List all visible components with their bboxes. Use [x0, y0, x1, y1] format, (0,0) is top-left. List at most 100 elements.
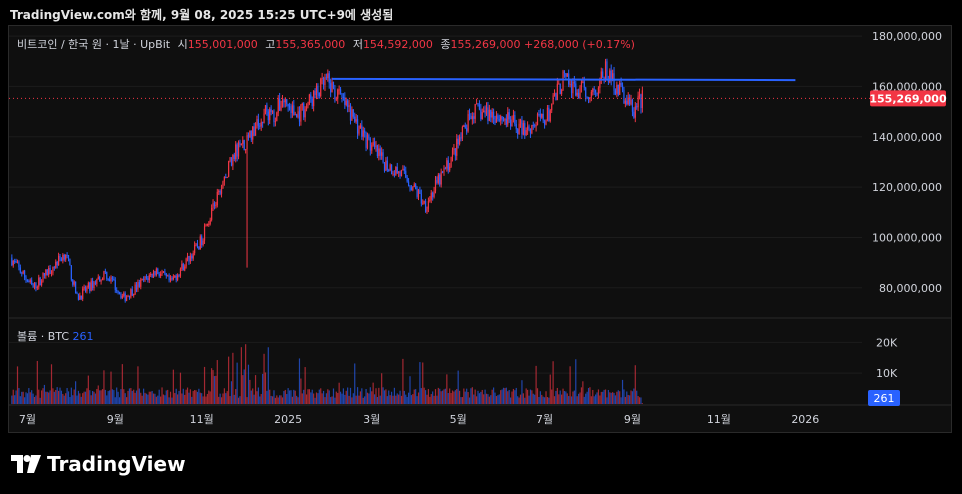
candle-body [514, 115, 516, 125]
volume-bar [60, 390, 63, 404]
volume-bar [412, 394, 414, 404]
candle-body [342, 97, 344, 99]
candle-body [226, 176, 228, 178]
volume-bar [620, 397, 622, 404]
volume-bar [330, 397, 332, 404]
candle-body [338, 89, 340, 91]
candle-body [637, 95, 639, 108]
candle-body [373, 141, 376, 148]
volume-bar [276, 395, 278, 404]
volume-bar [135, 390, 138, 404]
candle-body [517, 129, 519, 134]
candle-body [57, 255, 60, 266]
volume-bar [450, 392, 452, 404]
volume-bar [403, 390, 405, 404]
volume-bar [33, 396, 36, 404]
candle-body [582, 81, 584, 83]
candle-body [454, 148, 456, 156]
symbol-name[interactable]: 비트코인 / 한국 원 · 1날 · UpBit [17, 38, 171, 51]
tradingview-logo[interactable]: TradingView [11, 452, 186, 476]
candle-body [36, 286, 38, 289]
candle-body [270, 109, 272, 112]
volume-bar [235, 389, 237, 404]
volume-bar [96, 388, 98, 404]
volume-bar [446, 374, 448, 404]
candle-body [439, 174, 441, 185]
candle-body [264, 105, 267, 114]
candle-body [410, 187, 413, 191]
volume-bar [453, 391, 455, 404]
candle-body [604, 61, 607, 79]
volume-bar [535, 365, 537, 404]
candle-body [334, 88, 336, 99]
volume-axis[interactable]: 10K 20K [876, 336, 898, 380]
volume-value: 261 [72, 330, 94, 343]
candle-body [60, 258, 63, 261]
time-axis[interactable]: 7월 9월 11월 2025 3월 5월 7월 9월 11월 2026 [19, 413, 819, 426]
horizontal-trendline[interactable] [332, 77, 796, 82]
volume-bar [597, 389, 600, 404]
candle-body [15, 261, 17, 263]
volume-bar [157, 395, 159, 404]
candle-body [169, 277, 172, 281]
candle-body [250, 130, 252, 140]
volume-bar [627, 394, 629, 404]
candle-body [53, 267, 55, 269]
volume-bar [501, 389, 503, 404]
volume-bar [72, 395, 74, 404]
volume-bar [151, 390, 153, 404]
candle-body [96, 279, 98, 284]
volume-bar [233, 394, 235, 404]
chart-panel[interactable] [8, 25, 952, 433]
volume-bar [545, 391, 547, 404]
candle-body [140, 279, 142, 287]
volume-bar [487, 394, 489, 404]
volume-bar [590, 396, 592, 404]
volume-bar [612, 392, 614, 404]
volume-bar [236, 362, 238, 404]
volume-bar [624, 396, 626, 404]
volume-name[interactable]: 볼륨 · BTC [17, 330, 70, 343]
volume-bar [188, 392, 190, 404]
candle-body [67, 255, 70, 259]
candle-body [281, 100, 284, 107]
candle-body [508, 112, 510, 120]
volume-bar [478, 393, 481, 404]
volume-bar [548, 397, 550, 404]
candle-body [500, 116, 502, 121]
candle-body [138, 282, 140, 287]
volume-bar [293, 389, 295, 404]
candle-body [177, 275, 179, 280]
volume-bar [578, 393, 580, 404]
candle-body [233, 154, 235, 160]
candle-body [242, 140, 244, 144]
volume-bar [427, 389, 430, 404]
volume-bar [415, 389, 417, 404]
candle-body [162, 271, 165, 273]
volume-bar [420, 388, 422, 404]
time-tick-label: 3월 [363, 413, 380, 426]
volume-bar [458, 390, 461, 404]
volume-bar [362, 397, 364, 404]
volume-bar [519, 394, 522, 404]
volume-bar [531, 390, 533, 404]
price-axis[interactable]: 80,000,000 100,000,000 120,000,000 140,000,… [872, 30, 942, 295]
volume-bar [419, 362, 421, 404]
candle-body [468, 114, 471, 116]
volume-bar [375, 388, 377, 404]
candle-body [436, 180, 438, 183]
volume-bar [226, 391, 228, 404]
candle-body [531, 125, 533, 134]
candle-body [179, 268, 182, 276]
volume-bar [634, 365, 636, 404]
candle-body [167, 275, 169, 277]
candle-body [87, 282, 89, 288]
candle-body [614, 90, 617, 94]
volume-bar [423, 387, 425, 404]
volume-bar [240, 347, 242, 404]
candle-body [474, 104, 476, 119]
volume-bar [371, 391, 373, 404]
volume-bar [609, 392, 611, 404]
candle-body [362, 130, 364, 137]
